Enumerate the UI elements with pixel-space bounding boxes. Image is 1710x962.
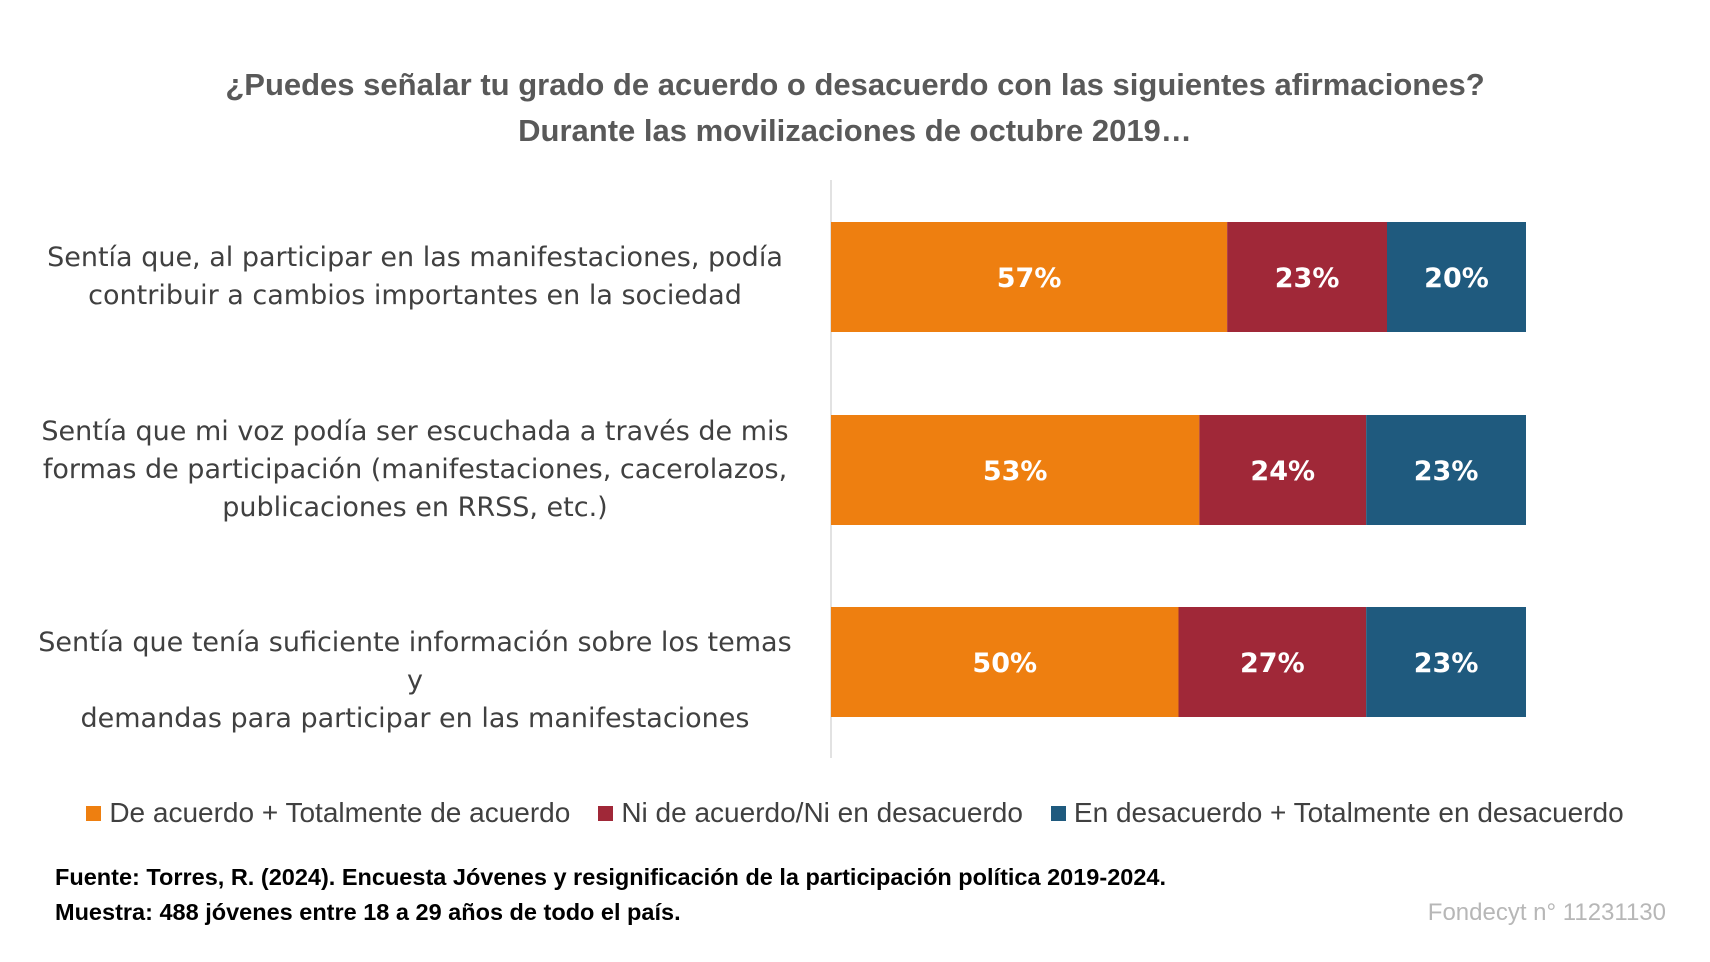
category-label-line: Sentía que mi voz podía ser escuchada a … [41, 416, 789, 447]
legend-swatch [86, 805, 102, 821]
bar-segment-1-2 [1366, 415, 1526, 525]
legend: De acuerdo + Totalmente de acuerdo Ni de … [0, 797, 1710, 829]
chart-subtitle: Durante las movilizaciones de octubre 20… [518, 113, 1192, 148]
sample-note: Muestra: 488 jóvenes entre 18 a 29 años … [55, 899, 681, 925]
data-label-1-2: 23% [1414, 456, 1479, 487]
credit-note: Fondecyt n° 11231130 [1427, 899, 1666, 926]
data-label-0-1: 23% [1275, 263, 1340, 294]
data-label-2-2: 23% [1414, 648, 1479, 679]
legend-swatch [1050, 805, 1066, 821]
bar-segment-2-1 [1178, 607, 1367, 717]
legend-item-2: En desacuerdo + Totalmente en desacuerdo [1050, 797, 1624, 829]
bar-segment-1-0 [831, 415, 1200, 525]
data-label-0-0: 57% [997, 263, 1062, 294]
data-label-2-0: 50% [972, 648, 1037, 679]
bar-segment-0-0 [831, 222, 1228, 332]
legend-swatch [598, 805, 614, 821]
bar-segment-0-1 [1227, 222, 1387, 332]
category-label-0: Sentía que, al participar en las manifes… [35, 239, 795, 315]
category-label-line: Sentía que, al participar en las manifes… [47, 242, 783, 273]
legend-label: Ni de acuerdo/Ni en desacuerdo [621, 797, 1023, 828]
category-label-line: demandas para participar en las manifest… [80, 703, 750, 734]
category-label-line: contribuir a cambios importantes en la s… [88, 280, 742, 311]
bar-segment-2-2 [1366, 607, 1526, 717]
category-label-line: formas de participación (manifestaciones… [42, 454, 788, 485]
category-label-line: Sentía que tenía suficiente información … [38, 627, 792, 696]
legend-label: En desacuerdo + Totalmente en desacuerdo [1073, 797, 1624, 828]
source-note: Fuente: Torres, R. (2024). Encuesta Jóve… [55, 864, 1167, 890]
category-label-2: Sentía que tenía suficiente información … [35, 624, 795, 738]
legend-item-0: De acuerdo + Totalmente de acuerdo [86, 797, 570, 829]
legend-item-1: Ni de acuerdo/Ni en desacuerdo [598, 797, 1023, 829]
category-label-line: publicaciones en RRSS, etc.) [222, 492, 608, 523]
legend-label: De acuerdo + Totalmente de acuerdo [109, 797, 571, 828]
data-label-1-0: 53% [983, 456, 1048, 487]
chart-title: ¿Puedes señalar tu grado de acuerdo o de… [225, 67, 1485, 102]
data-label-1-1: 24% [1250, 456, 1315, 487]
bar-segment-1-1 [1199, 415, 1367, 525]
bar-segment-2-0 [831, 607, 1179, 717]
bar-segment-0-2 [1387, 222, 1526, 332]
data-label-0-2: 20% [1424, 263, 1489, 294]
data-label-2-1: 27% [1240, 648, 1305, 679]
category-label-1: Sentía que mi voz podía ser escuchada a … [35, 413, 795, 527]
